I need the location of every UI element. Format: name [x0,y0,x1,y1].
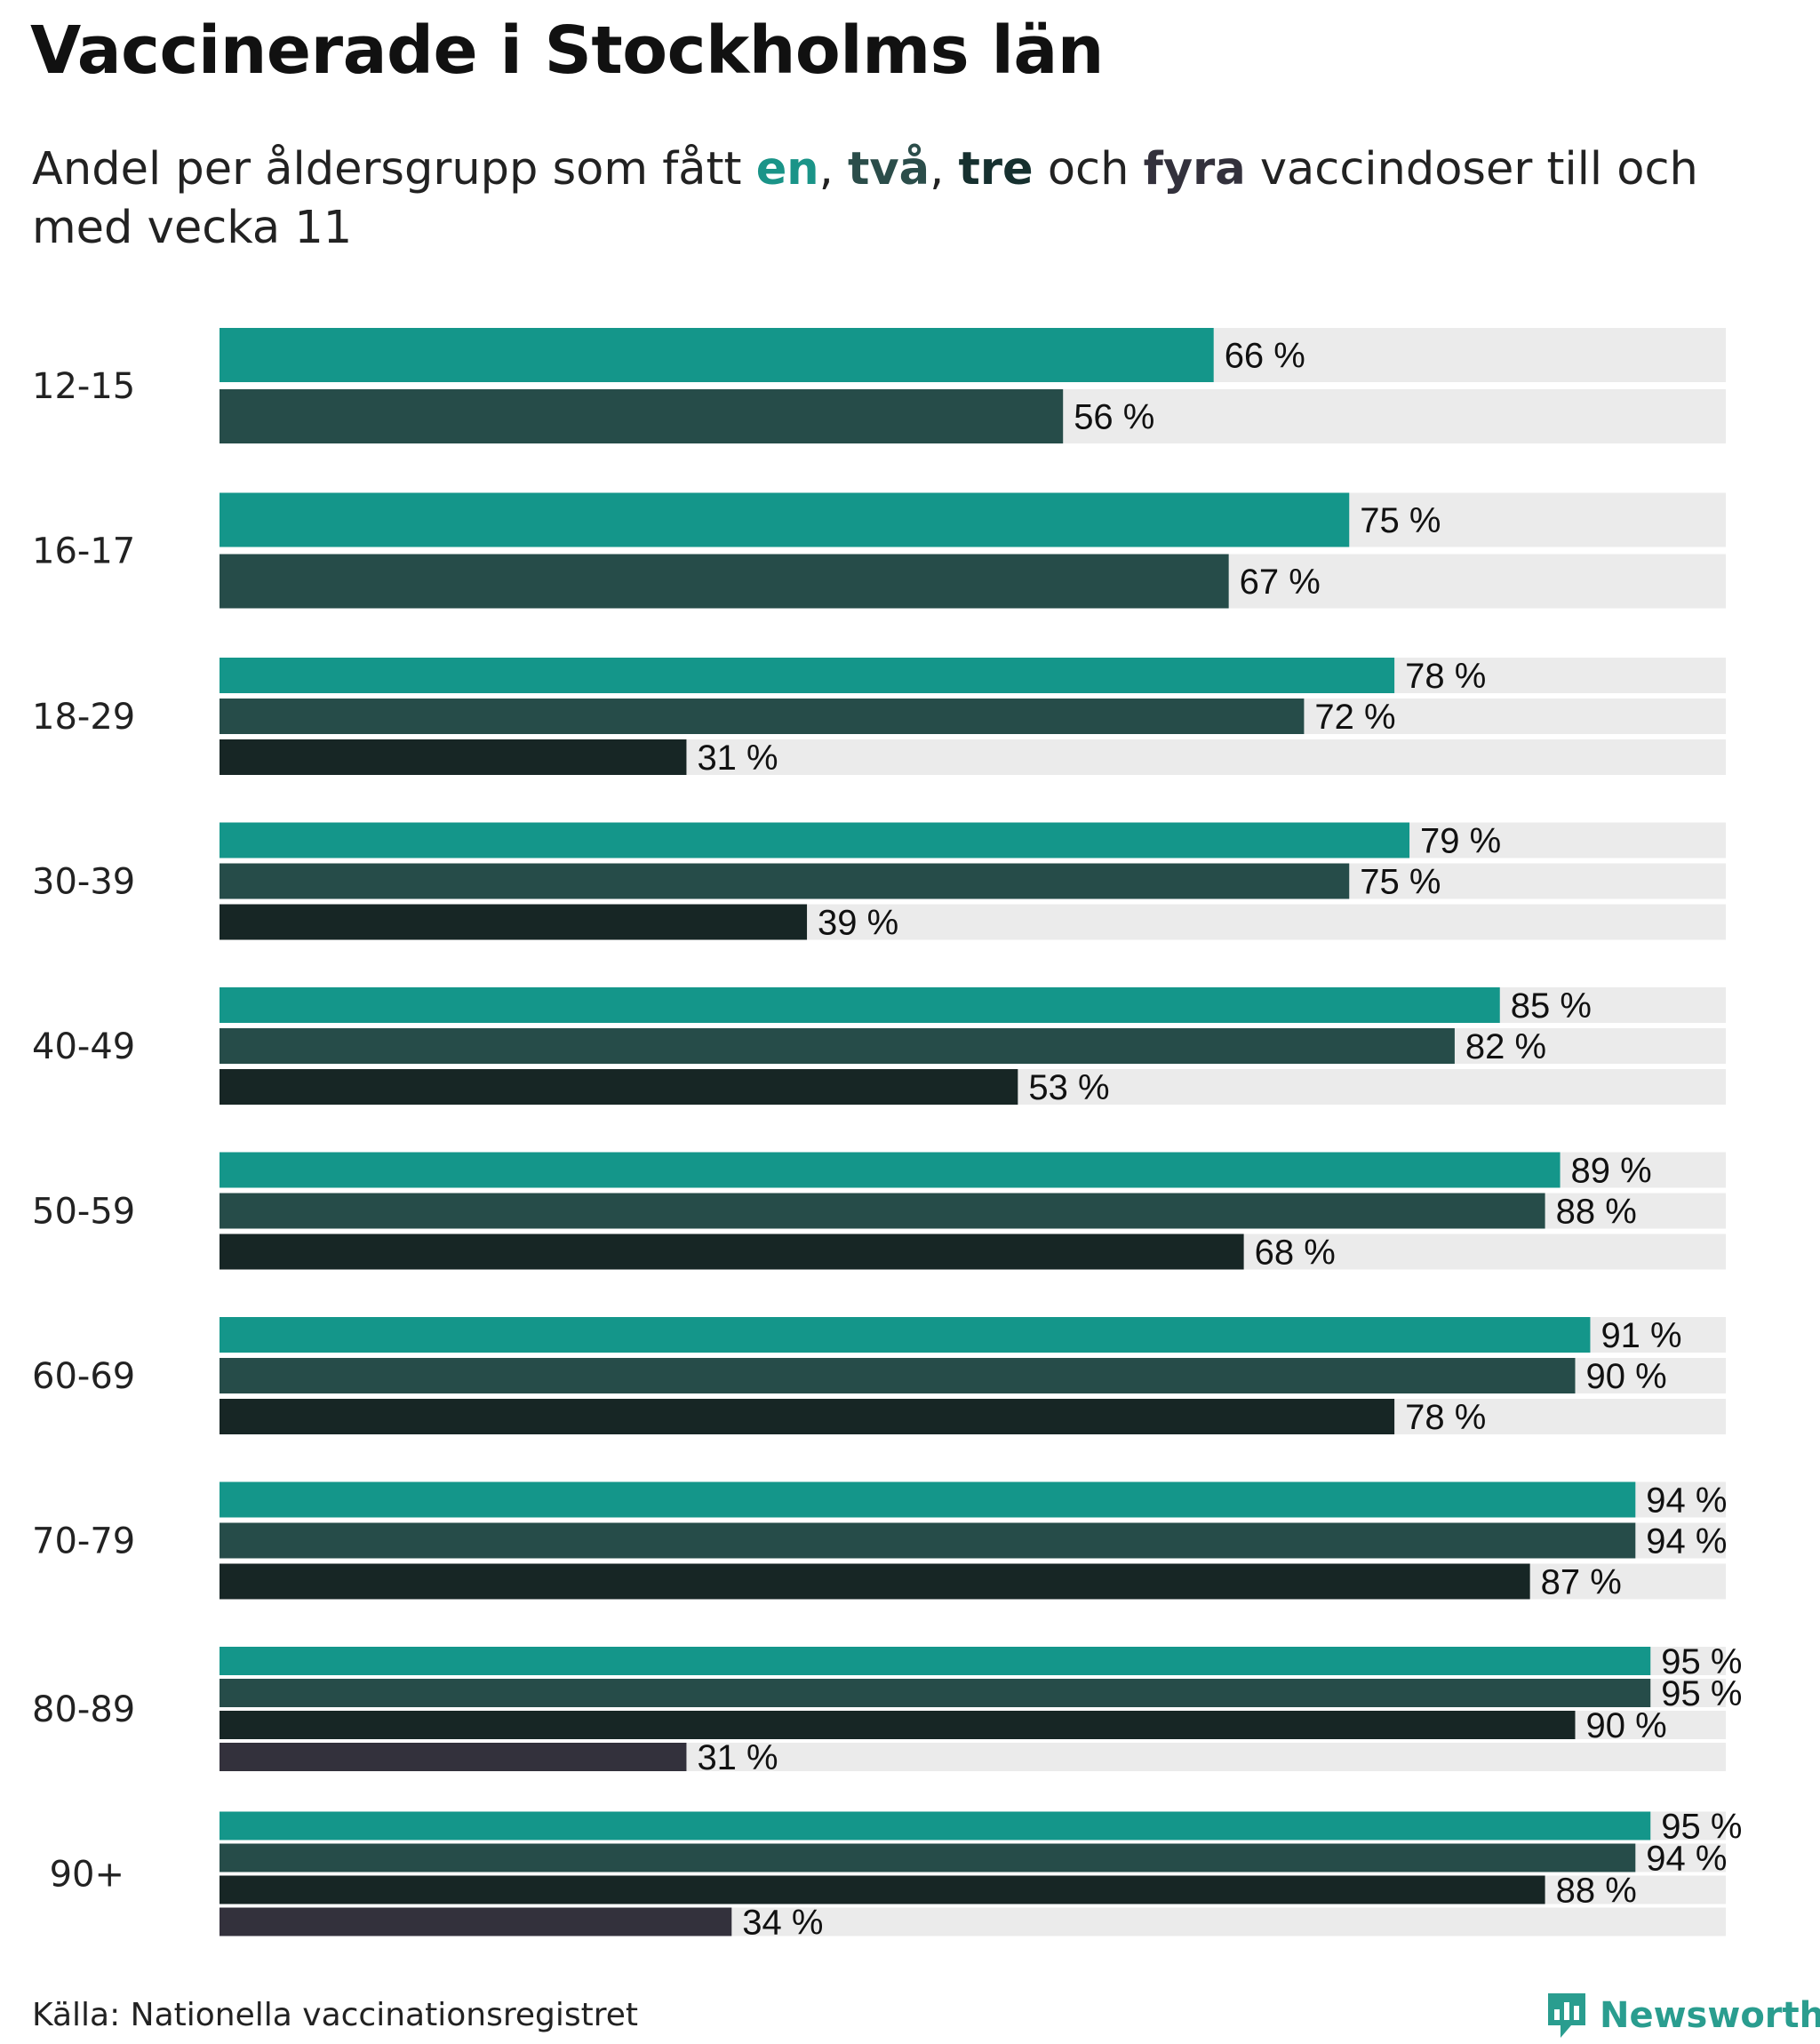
value-label: 90 % [1586,1706,1667,1745]
bar-en [220,1811,1651,1840]
bar-fyra [220,1907,732,1936]
bar-två [220,1028,1455,1064]
value-label: 75 % [1360,501,1441,540]
value-label: 34 % [742,1904,823,1943]
value-label: 88 % [1556,1872,1637,1911]
bar-två [220,1843,1636,1872]
bar-två [220,1358,1576,1393]
bar-två [220,389,1064,443]
value-label: 31 % [697,1738,778,1777]
category-label: 18-29 [32,697,135,738]
bar-en [220,328,1214,382]
category-label: 16-17 [32,531,135,572]
bar-chart: 12-15 66 % 56 % 16-17 75 % 67 % 18-29 78 % 72 % 3… [32,328,1742,1943]
source-note: Källa: Nationella vaccinationsregistret [32,1997,638,2033]
bar-en [220,492,1350,547]
category-label: 80-89 [32,1689,135,1730]
subtitle-keyword-fyra: fyra [1143,143,1246,196]
bar-tre [220,1069,1018,1105]
bar-tre [220,1711,1576,1739]
value-label: 95 % [1661,1642,1742,1681]
bar-en [220,1317,1591,1353]
category-label: 12-15 [32,366,135,407]
value-label: 91 % [1600,1316,1681,1355]
value-label: 67 % [1240,563,1321,602]
bar-en [220,658,1395,693]
category-label: 70-79 [32,1521,135,1562]
value-label: 66 % [1225,337,1305,376]
value-label: 68 % [1255,1234,1336,1273]
value-label: 95 % [1661,1808,1742,1847]
value-label: 88 % [1556,1193,1637,1232]
bar-en [220,987,1500,1023]
value-label: 75 % [1360,863,1441,902]
value-label: 31 % [697,739,778,778]
value-label: 78 % [1405,657,1486,696]
bar-en [220,1647,1651,1675]
subtitle-text: och [1033,143,1144,196]
value-label: 94 % [1646,1840,1727,1879]
value-label: 39 % [818,904,898,943]
subtitle-text: , [930,143,959,196]
chart-title: Vaccinerade i Stockholms län [30,12,1104,89]
bar-två [220,699,1305,734]
category-label: 50-59 [32,1192,135,1233]
bar-två [220,554,1229,609]
category-label: 90+ [50,1855,124,1896]
subtitle-text: , [818,143,849,196]
value-label: 78 % [1405,1398,1486,1437]
value-label: 95 % [1661,1674,1742,1713]
category-label: 60-69 [32,1356,135,1397]
category-label: 40-49 [32,1026,135,1067]
value-label: 85 % [1511,986,1592,1026]
subtitle-text: Andel per åldersgrupp som fått [32,143,756,196]
value-label: 90 % [1586,1357,1667,1396]
bar-tre [220,1563,1530,1600]
value-label: 53 % [1028,1068,1109,1107]
bar-tre [220,739,687,775]
brand-logo: Newsworthy [1545,1989,1820,2042]
subtitle-text: vaccindoser till och med vecka 11 [32,143,1698,254]
bar-två [220,863,1350,899]
bar-tre [220,1875,1545,1904]
bar-tre [220,1399,1395,1434]
value-label: 56 % [1074,398,1154,437]
bar-chart-speech-bubble-icon [1548,1993,1585,2038]
value-label: 87 % [1541,1563,1622,1602]
bar-fyra [220,1743,687,1771]
bar-tre [220,904,808,940]
subtitle-keyword-två: två [848,143,930,196]
subtitle-keyword-en: en [755,143,819,196]
value-label: 94 % [1646,1522,1727,1561]
bar-två [220,1679,1651,1707]
bar-tre [220,1234,1244,1270]
value-label: 72 % [1314,698,1395,737]
value-label: 89 % [1571,1152,1652,1191]
subtitle-keyword-tre: tre [958,143,1034,196]
bar-en [220,1481,1636,1518]
bar-två [220,1522,1636,1559]
value-label: 79 % [1420,822,1501,861]
value-label: 82 % [1465,1027,1546,1066]
chart-subtitle: Andel per åldersgrupp som fått en, två, … [32,140,1720,258]
value-label: 94 % [1646,1481,1727,1521]
bar-en [220,822,1410,858]
category-label: 30-39 [32,862,135,903]
bar-två [220,1193,1545,1229]
brand-name: Newsworthy [1600,1995,1820,2036]
bar-en [220,1152,1561,1188]
